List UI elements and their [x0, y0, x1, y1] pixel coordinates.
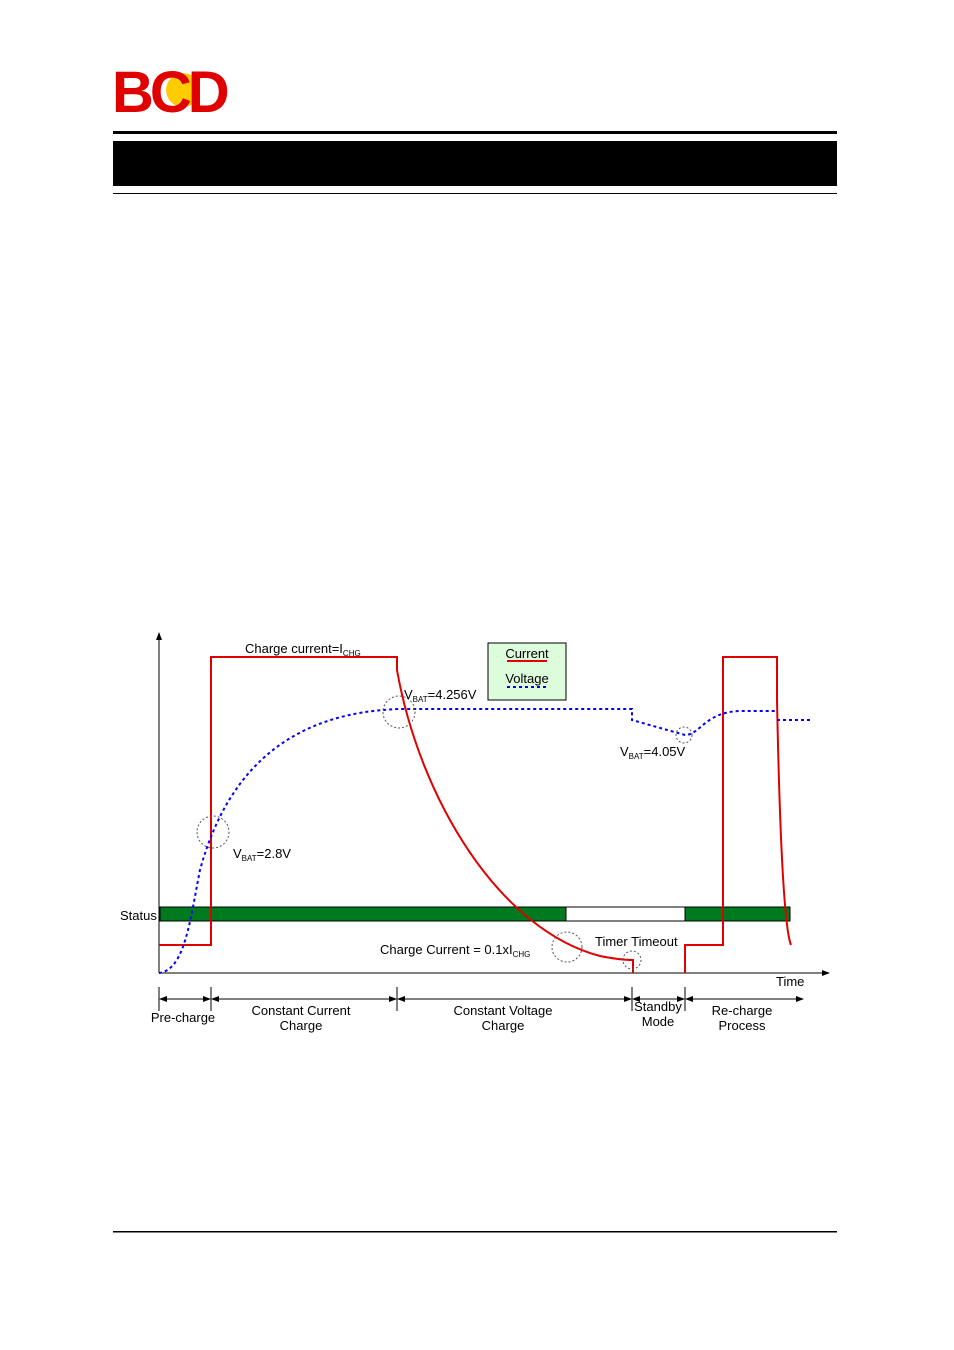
label-timer-timeout: Timer Timeout: [595, 934, 678, 949]
header-rule-thin: [113, 193, 837, 194]
label-status: Status: [120, 908, 157, 923]
phase-label: Standby: [634, 999, 682, 1014]
status-bar: [159, 906, 567, 922]
markers: [196, 695, 693, 970]
label-charge-current-end: Charge Current = 0.1xICHG: [380, 942, 530, 959]
phase-label: Process: [719, 1018, 766, 1033]
charging-diagram: [156, 632, 830, 1011]
label-time: Time: [776, 974, 804, 989]
footer-rule: [113, 1231, 837, 1233]
legend: [487, 642, 567, 701]
current-curve: [159, 656, 792, 973]
marker-circle: [551, 931, 583, 963]
label-vbat-high: VBAT=4.256V: [404, 687, 477, 704]
status-bar: [684, 906, 791, 922]
label-vbat-low: VBAT=2.8V: [233, 846, 291, 863]
phase-label: Charge: [482, 1018, 525, 1033]
legend-current: Current: [505, 646, 549, 661]
marker-circle: [622, 950, 642, 970]
phase-labels: Pre-charge Constant CurrentChargeConstant…: [151, 999, 773, 1033]
phase-label: Constant Current: [252, 1003, 351, 1018]
voltage-curve: [158, 708, 812, 974]
marker-circle: [382, 695, 416, 729]
status-bar: [565, 906, 686, 922]
marker-circle: [196, 815, 230, 849]
label-charge-current: Charge current=ICHG: [245, 641, 361, 658]
header-bar: [113, 141, 837, 186]
label-vbat-recharge: VBAT=4.05V: [620, 744, 686, 761]
phase-label: Constant Voltage: [453, 1003, 552, 1018]
phase-label: Re-charge: [712, 1003, 773, 1018]
phase-arrows: [158, 987, 804, 1011]
logo-text: BCD: [112, 60, 228, 125]
phase-label: Charge: [280, 1018, 323, 1033]
marker-circle: [675, 726, 693, 744]
legend-voltage: Voltage: [505, 671, 548, 686]
logo: BCD: [112, 60, 232, 125]
header-rule: [113, 131, 837, 134]
phase-label: Mode: [642, 1014, 675, 1029]
phase-label: Pre-charge: [151, 1010, 215, 1025]
